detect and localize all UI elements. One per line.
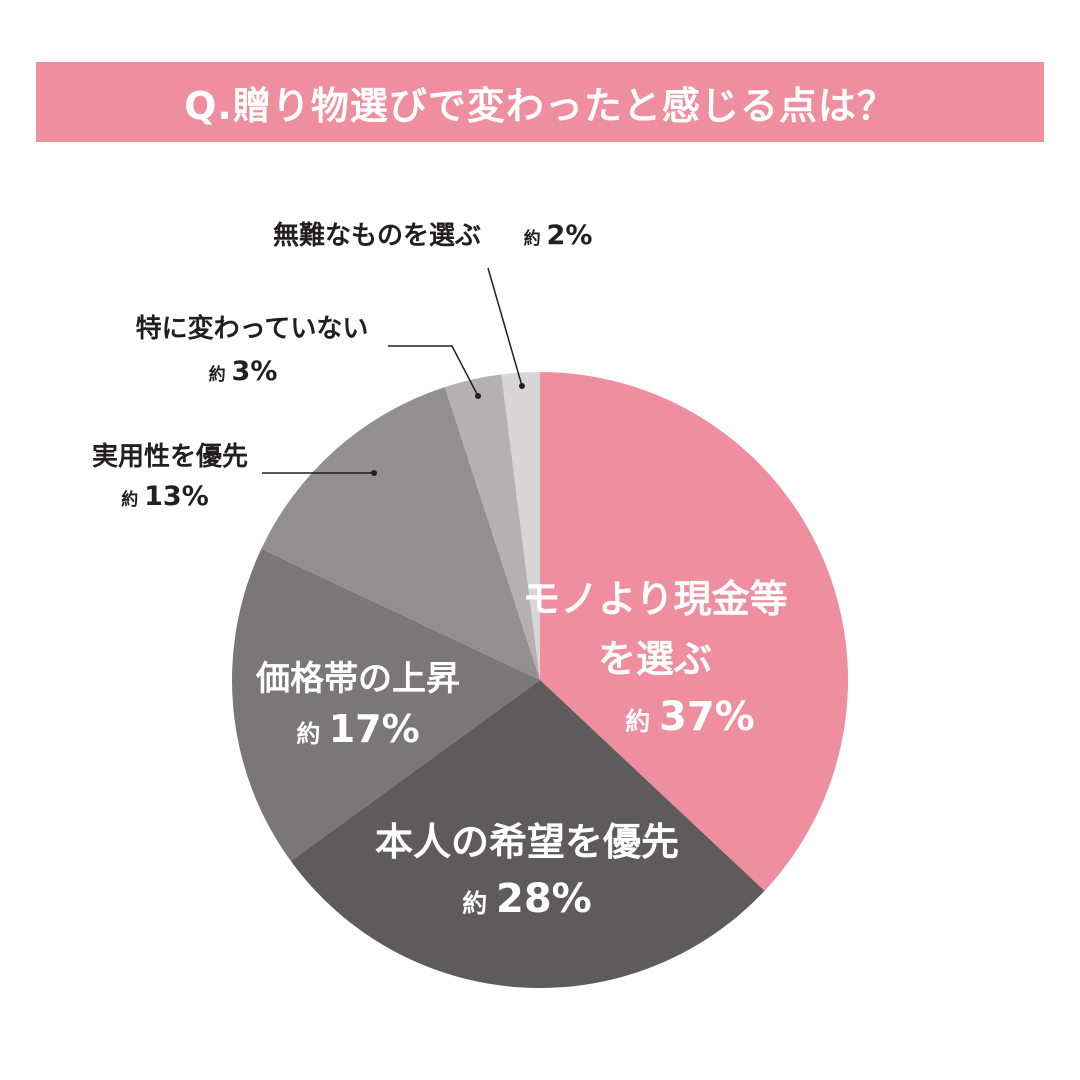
pie-slice-5 (444, 374, 540, 680)
chart-title: Q.贈り物選びで変わったと感じる点は？ (184, 83, 896, 128)
slice-label-2-line-1: 本人の希望を優先 (375, 820, 679, 864)
slice-label-1-line-2: を選ぶ (598, 637, 712, 681)
slice-label-6-line-1: 無難なものを選ぶ (273, 221, 481, 251)
slice-label-1-line-1: モノより現金等 (522, 577, 787, 621)
slice-label-5-line-1: 特に変わっていない (136, 313, 369, 344)
pie-slice-1 (540, 372, 848, 891)
slice-label-3-line-1: 価格帯の上昇 (255, 659, 460, 699)
title-bar: Q.贈り物選びで変わったと感じる点は？ (36, 62, 1044, 142)
slice-value-1: 約 37% (625, 694, 754, 740)
pie-slice-3 (231, 548, 540, 862)
pie-slice-6 (501, 372, 540, 680)
leader-line-5 (388, 345, 479, 397)
slice-value-5: 約 3% (209, 356, 278, 387)
slice-label-4-line-1: 実用性を優先 (92, 441, 248, 472)
pie-slice-2 (290, 680, 765, 989)
slice-value-2: 約 28% (462, 876, 591, 922)
leader-dot-4 (371, 470, 377, 476)
pie-slice-4 (261, 387, 540, 680)
leader-dot-5 (475, 393, 481, 399)
leader-dot-6 (519, 383, 525, 389)
slice-value-4: 約 13% (121, 481, 209, 512)
slice-value-6: 約 2% (524, 220, 593, 251)
slice-value-3: 約 17% (296, 707, 419, 751)
leader-line-6 (487, 267, 523, 387)
